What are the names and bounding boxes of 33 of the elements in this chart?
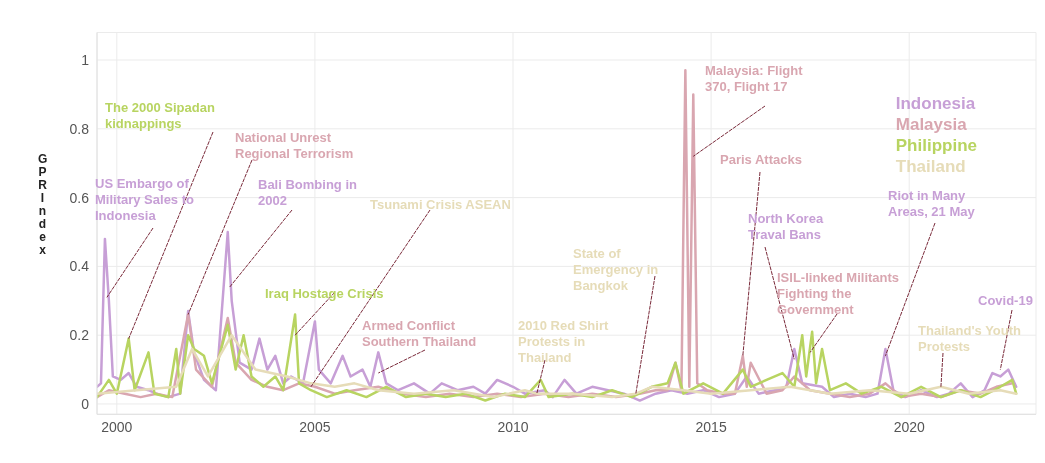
annotation: US Embargo of Military Sales to Indonesia: [95, 176, 195, 224]
annotation: Paris Attacks: [720, 152, 803, 168]
text: Philippine: [895, 135, 977, 156]
annotation: Iraq Hostage Crisis: [265, 286, 385, 302]
y-tick-label: 0.6: [69, 189, 90, 206]
annotation: National Unrest Regional Terrorism: [235, 130, 355, 162]
x-tick-label: 2015: [695, 419, 727, 436]
annotation: State of Emergency in Bangkok: [573, 246, 660, 294]
text: Indonesia: [895, 93, 977, 114]
y-tick-label: 0.2: [69, 327, 90, 344]
annotation: ISIL-linked Militants Fighting the Government: [777, 270, 901, 318]
line-series: [97, 333, 1018, 399]
x-tick-label: 2010: [497, 419, 529, 436]
text: Thailand: [895, 156, 967, 177]
y-tick-label: 0: [81, 395, 90, 412]
y-tick-label: 1: [81, 51, 90, 68]
x-tick-label: 2000: [101, 419, 133, 436]
annotation: Malaysia: Flight 370, Flight 17: [705, 63, 804, 95]
annotation: Bali Bombing in 2002: [258, 177, 358, 209]
text: Malaysia: [895, 114, 968, 135]
y-tick-label: 0.4: [69, 258, 90, 275]
y-tick-label: 0.8: [69, 120, 90, 137]
y-axis-title: GPR Index: [38, 152, 48, 257]
annotation: Riot in Many Areas, 21 May: [888, 188, 976, 220]
annotation: North Korea Traval Bans: [748, 211, 825, 243]
annotation: Armed Conflict Southern Thailand: [362, 318, 478, 350]
annotation: 2010 Red Shirt Protests in Thailand: [518, 318, 610, 366]
annotation: Covid-19: [978, 293, 1034, 309]
annotation: Tsunami Crisis ASEAN: [370, 197, 512, 213]
x-tick-label: 2020: [893, 419, 925, 436]
annotation: Thailand's Youth Protests: [918, 323, 1022, 355]
x-tick-label: 2005: [299, 419, 331, 436]
annotation: The 2000 Sipadan kidnappings: [105, 100, 216, 132]
